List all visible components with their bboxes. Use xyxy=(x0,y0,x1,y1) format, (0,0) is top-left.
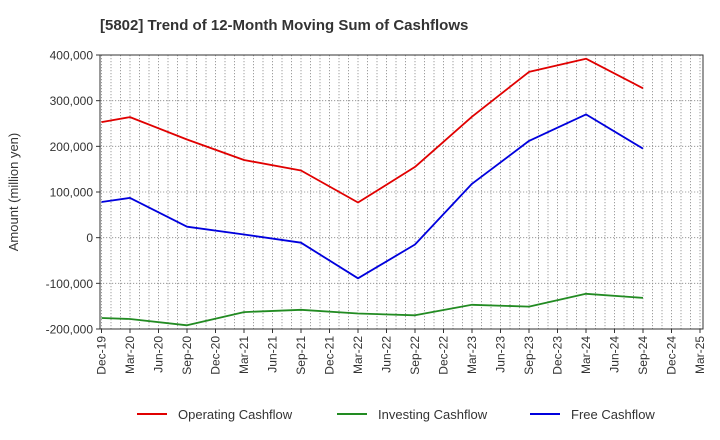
x-axis-tick-labels: Dec-19 Mar-20 Jun-20 Sep-20 Dec-20 Mar-21 Jun-… xyxy=(95,329,707,375)
x-tick-label: Jun-20 xyxy=(152,336,166,373)
series-line-investing-cashflow xyxy=(101,292,644,327)
y-tick-label: 200,000 xyxy=(50,140,94,154)
x-tick-label: Jun-24 xyxy=(608,336,622,373)
y-tick-label: 0 xyxy=(86,231,93,245)
series-line-operating-cashflow xyxy=(101,57,644,204)
x-tick-label: Sep-20 xyxy=(180,336,194,375)
y-axis-tick-labels: 400,000 300,000 200,000 100,000 0 -100,000 -20… xyxy=(46,49,100,337)
grid-lines xyxy=(100,54,703,330)
legend-label: Investing Cashflow xyxy=(378,407,488,422)
legend-label: Operating Cashflow xyxy=(178,407,293,422)
legend-label: Free Cashflow xyxy=(571,407,655,422)
x-tick-label: Mar-21 xyxy=(237,336,251,374)
x-tick-label: Dec-21 xyxy=(323,336,337,375)
legend-item: Free Cashflow xyxy=(530,407,655,422)
y-tick-label: 400,000 xyxy=(50,49,94,63)
x-tick-label: Dec-24 xyxy=(665,336,679,375)
x-tick-label: Dec-22 xyxy=(437,336,451,375)
legend: Operating Cashflow Investing Cashflow Free… xyxy=(137,407,655,422)
x-tick-label: Mar-23 xyxy=(465,336,479,374)
x-tick-label: Jun-22 xyxy=(380,336,394,373)
y-axis-label: Amount (million yen) xyxy=(6,133,21,252)
x-tick-label: Dec-20 xyxy=(209,336,223,375)
y-tick-label: -200,000 xyxy=(46,323,94,337)
plot-background xyxy=(100,55,703,329)
x-tick-label: Mar-25 xyxy=(693,336,707,374)
x-tick-label: Mar-20 xyxy=(123,336,137,374)
series-lines xyxy=(101,57,644,327)
x-tick-label: Sep-22 xyxy=(408,336,422,375)
legend-item: Investing Cashflow xyxy=(337,407,488,422)
plot-area xyxy=(99,54,704,330)
x-tick-label: Sep-21 xyxy=(294,336,308,375)
y-tick-label: -100,000 xyxy=(46,277,94,291)
chart-title: [5802] Trend of 12-Month Moving Sum of C… xyxy=(100,17,468,34)
x-tick-label: Sep-23 xyxy=(522,336,536,375)
x-tick-label: Mar-24 xyxy=(579,336,593,374)
y-tick-label: 100,000 xyxy=(50,186,94,200)
x-tick-label: Jun-21 xyxy=(266,336,280,373)
legend-item: Operating Cashflow xyxy=(137,407,293,422)
x-tick-label: Dec-23 xyxy=(551,336,565,375)
y-tick-label: 300,000 xyxy=(50,94,94,108)
x-tick-label: Jun-23 xyxy=(494,336,508,373)
x-tick-label: Dec-19 xyxy=(95,336,109,375)
x-tick-label: Sep-24 xyxy=(636,336,650,375)
series-line-free-cashflow xyxy=(101,113,644,280)
x-tick-label: Mar-22 xyxy=(351,336,365,374)
